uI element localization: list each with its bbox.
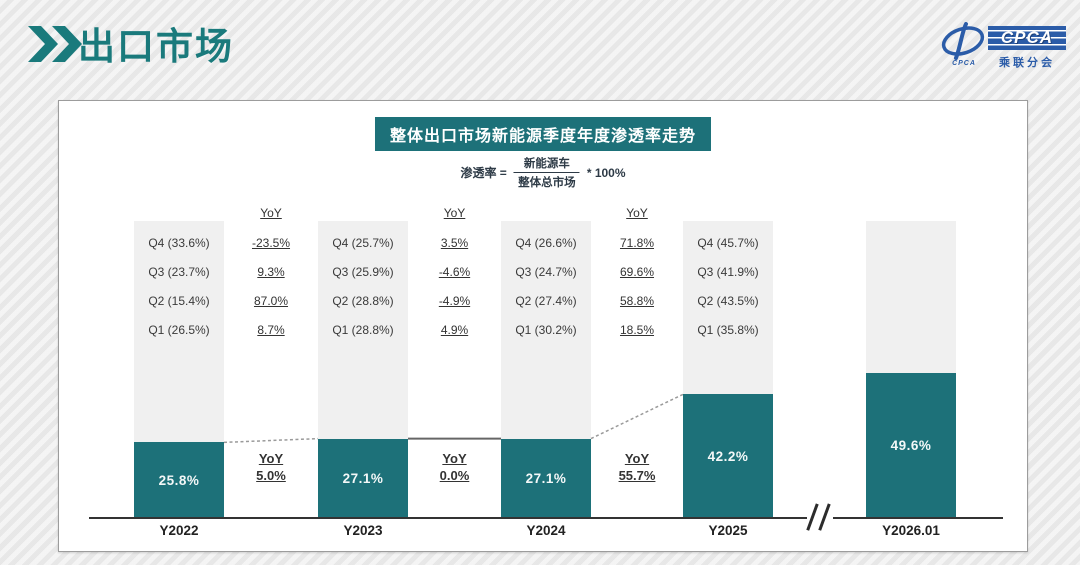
- yoy-quarterly-value: 87.0%: [253, 294, 289, 308]
- quarter-penetration-row: Q3 (23.7%): [148, 265, 210, 279]
- quarter-penetration-row: Q1 (30.2%): [515, 323, 577, 337]
- penetration-bar-Y2025: 42.2%: [683, 394, 773, 518]
- quarter-penetration-row: Q2 (28.8%): [332, 294, 394, 308]
- yoy-header: YoY: [258, 451, 284, 466]
- connector-line: [223, 437, 319, 444]
- yoy-quarterly-value: 9.3%: [257, 265, 285, 279]
- yoy-quarterly-value: -4.6%: [438, 265, 471, 279]
- penetration-bar-Y2026.01: 49.6%: [866, 372, 956, 518]
- yoy-quarterly-value: 69.6%: [619, 265, 655, 279]
- penetration-formula: 渗透率 = 新能源车 整体总市场 * 100%: [460, 155, 625, 190]
- quarter-penetration-row: Q2 (43.5%): [697, 294, 759, 308]
- cpca-brand-caption: 乘联分会: [999, 57, 1055, 69]
- yoy-header: YoY: [443, 206, 466, 220]
- formula-denominator: 整体总市场: [518, 177, 576, 189]
- cpca-swoosh-icon: [941, 22, 985, 60]
- penetration-bar-Y2022: 25.8%: [134, 442, 224, 518]
- yoy-header: YoY: [442, 451, 467, 466]
- x-axis-label-Y2026.01: Y2026.01: [882, 523, 940, 538]
- page-title: 出口市场: [78, 26, 234, 67]
- axis-break-icon: [806, 515, 833, 521]
- x-axis-label-Y2022: Y2022: [159, 523, 199, 538]
- bar-value-label: 49.6%: [890, 437, 932, 453]
- cpca-swoosh-caption: CPCA: [952, 60, 976, 67]
- quarter-penetration-row: Q2 (15.4%): [148, 294, 210, 308]
- penetration-bar-Y2023: 27.1%: [318, 438, 408, 518]
- plot-area: Q4 (33.6%) Q3 (23.7%) Q2 (15.4%) Q1 (26.5%)…: [59, 101, 1027, 551]
- yoy-quarterly-value: 58.8%: [619, 294, 655, 308]
- yoy-quarterly-value: 8.7%: [257, 323, 285, 337]
- x-axis-label-Y2024: Y2024: [526, 523, 566, 538]
- yoy-annual-block: YoY 0.0%: [410, 450, 500, 484]
- yoy-annual-value: 0.0%: [439, 468, 470, 483]
- double-chevron-icon: [28, 26, 82, 62]
- bar-value-label: 27.1%: [525, 470, 567, 486]
- yoy-annual-value: 55.7%: [618, 468, 656, 483]
- yoy-annual-block: YoY 55.7%: [592, 450, 682, 484]
- quarter-penetration-row: Q4 (26.6%): [515, 236, 577, 250]
- formula-suffix: * 100%: [586, 165, 626, 180]
- formula-numerator: 新能源车: [513, 155, 580, 173]
- quarter-penetration-row: Q2 (27.4%): [515, 294, 577, 308]
- quarter-penetration-row: Q4 (33.6%): [148, 236, 210, 250]
- penetration-bar-Y2024: 27.1%: [501, 438, 591, 518]
- yoy-header: YoY: [624, 451, 650, 466]
- bar-value-label: 27.1%: [342, 470, 384, 486]
- formula-lhs: 渗透率 =: [460, 166, 507, 180]
- quarter-penetration-row: Q1 (26.5%): [148, 323, 210, 337]
- formula-fraction: 新能源车 整体总市场: [513, 155, 580, 190]
- quarter-penetration-row: Q3 (41.9%): [697, 265, 759, 279]
- yoy-quarterly-value: 4.9%: [440, 323, 469, 337]
- x-axis-line: [89, 517, 1003, 519]
- yoy-quarterly-value: 18.5%: [619, 323, 655, 337]
- cpca-logo: CPCA CPCA 乘联分会: [940, 22, 1066, 74]
- quarter-penetration-row: Q3 (25.9%): [332, 265, 394, 279]
- x-axis-label-Y2025: Y2025: [708, 523, 748, 538]
- bar-value-label: 25.8%: [158, 472, 200, 488]
- cpca-brand-text: CPCA: [1000, 28, 1054, 47]
- chart-card: 整体出口市场新能源季度年度渗透率走势 渗透率 = 新能源车 整体总市场 * 10…: [58, 100, 1028, 552]
- yoy-header: YoY: [260, 206, 282, 220]
- x-axis-label-Y2023: Y2023: [343, 523, 383, 538]
- cpca-brand-box: CPCA: [988, 26, 1066, 50]
- chart-title: 整体出口市场新能源季度年度渗透率走势: [374, 117, 712, 151]
- quarter-penetration-row: Q1 (35.8%): [697, 323, 759, 337]
- yoy-quarterly-value: -23.5%: [251, 236, 291, 250]
- yoy-quarterly-value: 71.8%: [619, 236, 655, 250]
- bar-value-label: 42.2%: [707, 448, 749, 464]
- quarter-penetration-row: Q4 (45.7%): [697, 236, 759, 250]
- connector-line: [590, 393, 684, 440]
- quarter-penetration-row: Q4 (25.7%): [332, 236, 394, 250]
- quarter-penetration-row: Q3 (24.7%): [515, 265, 577, 279]
- yoy-quarterly-value: 3.5%: [440, 236, 469, 250]
- quarter-penetration-row: Q1 (28.8%): [332, 323, 394, 337]
- yoy-annual-block: YoY 5.0%: [226, 450, 316, 484]
- yoy-header: YoY: [626, 206, 648, 220]
- yoy-annual-value: 5.0%: [256, 468, 286, 483]
- yoy-quarterly-value: -4.9%: [438, 294, 471, 308]
